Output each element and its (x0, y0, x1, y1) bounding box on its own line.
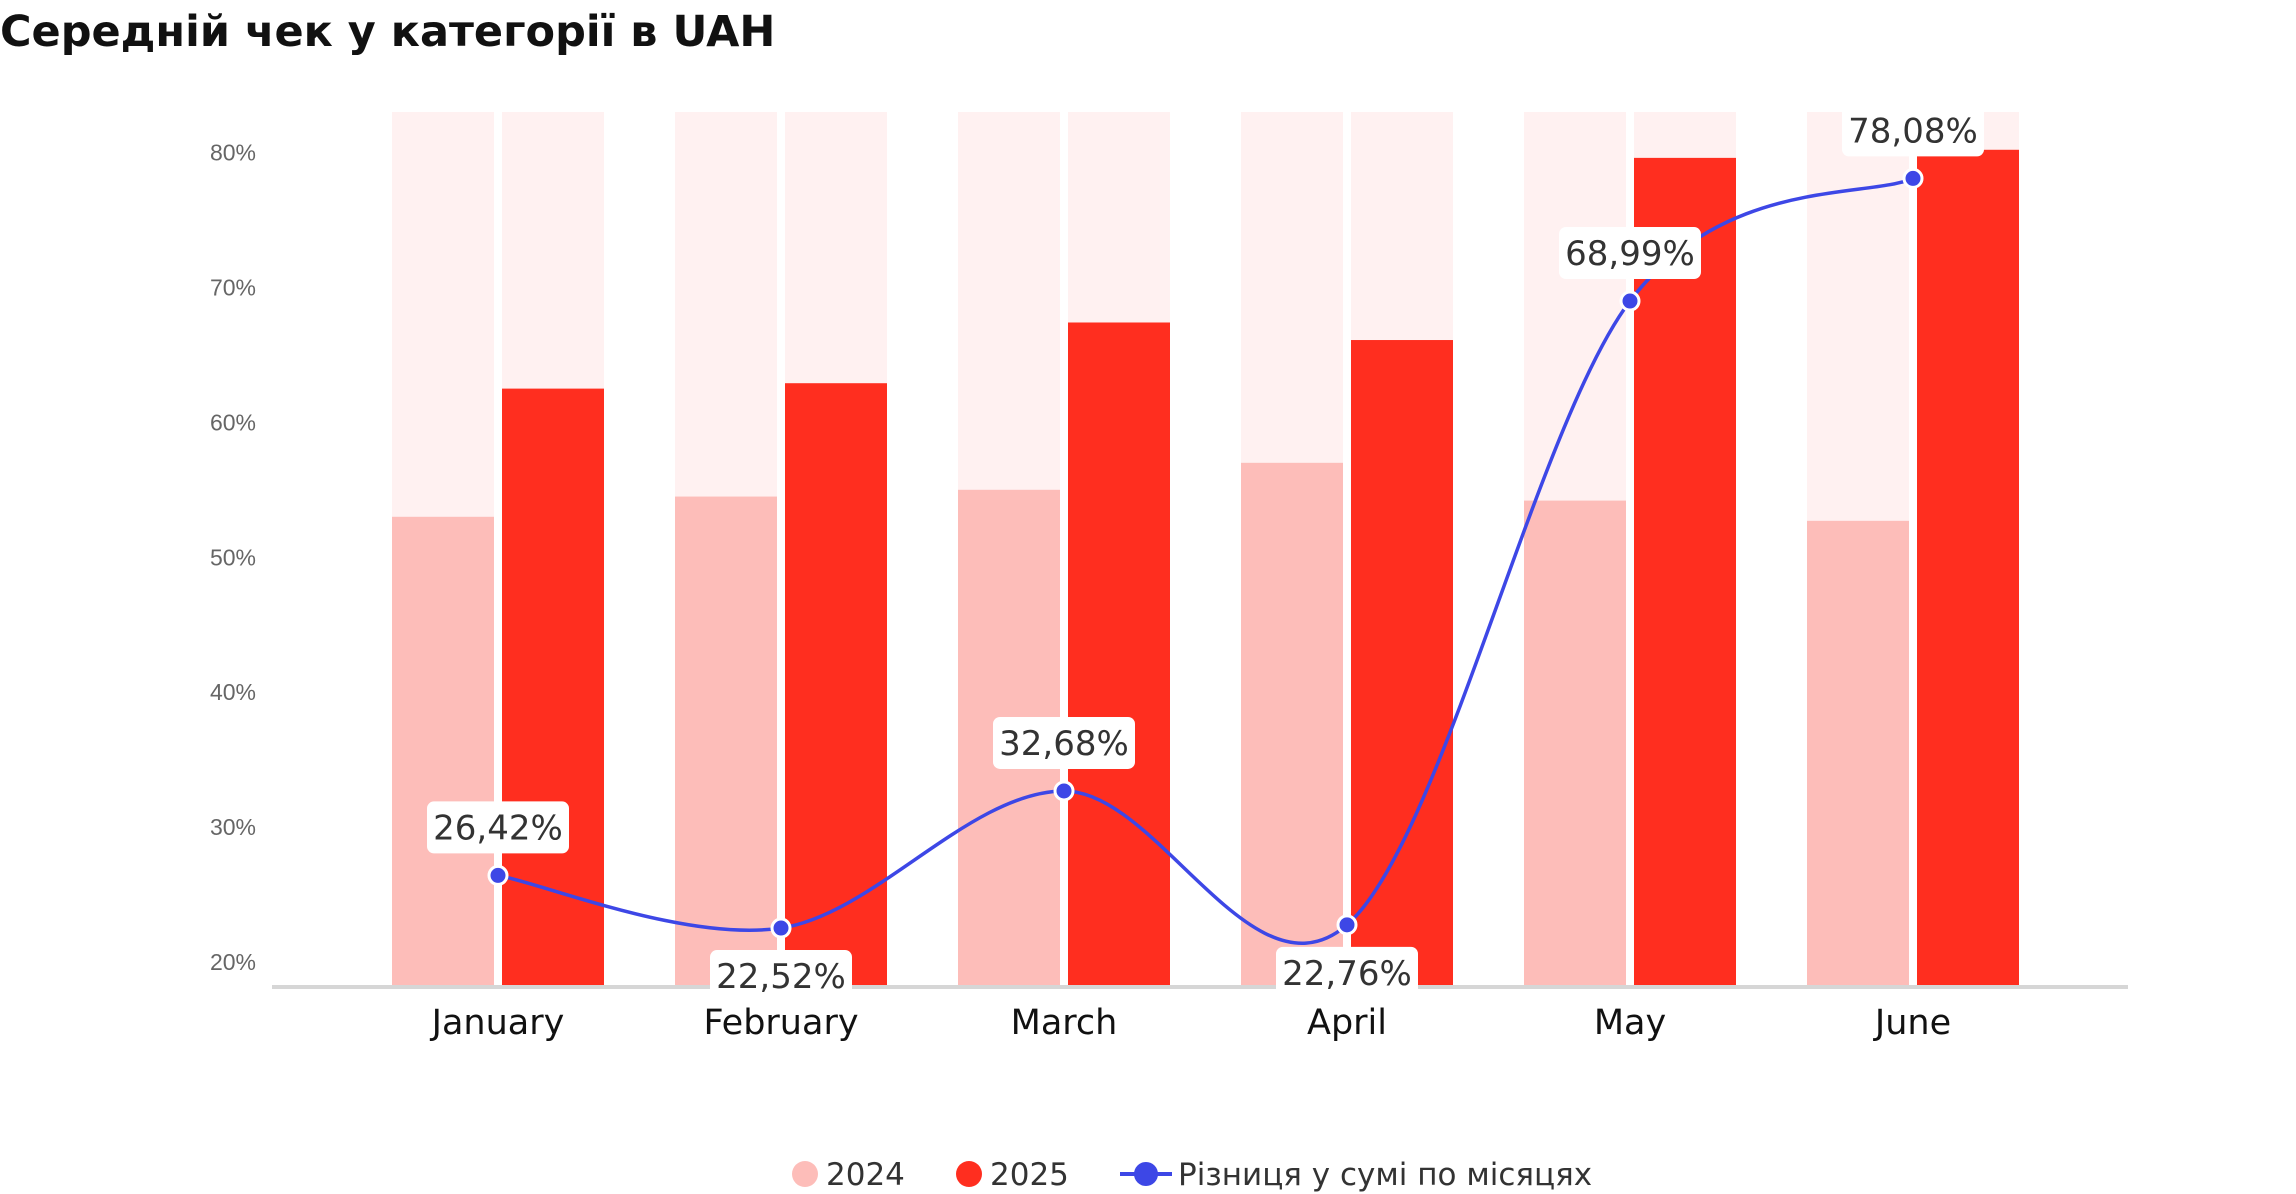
x-tick-label: March (1011, 1003, 1118, 1043)
data-label-layer: 26,42% 22,52% 32,68% 22,76% 68,99% 78,08% (427, 104, 1984, 1003)
legend-label: 2024 (826, 1157, 905, 1193)
y-tick-label: 50% (210, 544, 256, 570)
legend-item: 2024 (792, 1157, 905, 1193)
bar-2025-february (785, 383, 887, 985)
y-tick-label: 60% (210, 409, 256, 435)
bar-background-layer (392, 112, 2019, 985)
legend-swatch (792, 1161, 818, 1187)
x-tick-label: February (703, 1003, 858, 1043)
data-label-box (427, 801, 569, 854)
data-label-text: 22,52% (716, 957, 846, 997)
data-label-text: 32,68% (999, 724, 1129, 764)
difference-point (1902, 167, 1924, 189)
legend-label: 2025 (990, 1157, 1069, 1193)
bar-2025-may (1634, 157, 1736, 986)
y-tick-label: 70% (210, 274, 256, 300)
chart-title: Середній чек у категорії в UAH (0, 7, 775, 57)
bar-2025-january (502, 388, 604, 985)
bar-2024-may (1524, 500, 1626, 985)
data-label-text: 78,08% (1848, 111, 1978, 151)
legend-swatch (956, 1161, 982, 1187)
difference-point (487, 864, 509, 886)
data-label-box (710, 950, 852, 1003)
data-label-box (1559, 227, 1701, 280)
difference-point (770, 917, 792, 939)
x-tick-label: January (430, 1003, 565, 1043)
legend-item: 2025 (956, 1157, 1069, 1193)
y-tick-label: 40% (210, 679, 256, 705)
x-tick-label: April (1307, 1003, 1387, 1043)
data-label-text: 22,76% (1282, 954, 1412, 994)
y-tick-label: 30% (210, 814, 256, 840)
x-axis-ticks: January February March April May June (430, 1003, 1951, 1043)
data-label-box (993, 716, 1135, 769)
bar-layer (392, 149, 2019, 986)
data-label: 22,52% (710, 950, 852, 1003)
y-tick-label: 80% (210, 139, 256, 165)
x-tick-label: June (1873, 1003, 1951, 1043)
legend: 2024 2025 Різниця у сумі по місяцях (792, 1157, 1592, 1193)
data-label-box (1276, 946, 1418, 999)
x-tick-label: May (1594, 1003, 1666, 1043)
bar-2024-april (1241, 462, 1343, 985)
data-label-box (1842, 104, 1984, 157)
data-label: 22,76% (1276, 946, 1418, 999)
data-label: 32,68% (993, 716, 1135, 769)
data-label: 26,42% (427, 801, 569, 854)
difference-point (1053, 780, 1075, 802)
y-tick-label: 20% (210, 949, 256, 975)
legend-point-swatch (1134, 1162, 1158, 1186)
legend-item: Різниця у сумі по місяцях (1120, 1157, 1592, 1193)
data-label-text: 68,99% (1565, 234, 1695, 274)
data-label: 78,08% (1842, 104, 1984, 157)
bar-2024-june (1807, 520, 1909, 985)
bar-2025-april (1351, 340, 1453, 985)
difference-point (1336, 914, 1358, 936)
difference-line-layer (487, 167, 1924, 945)
legend-label: Різниця у сумі по місяцях (1178, 1157, 1592, 1193)
bar-2024-february (675, 496, 777, 985)
bar-2025-june (1917, 149, 2019, 986)
difference-point (1619, 290, 1641, 312)
y-axis-ticks: 20% 30% 40% 50% 60% 70% 80% (210, 139, 256, 975)
bar-2025-march (1068, 322, 1170, 986)
data-label-text: 26,42% (433, 808, 563, 848)
data-label: 68,99% (1559, 227, 1701, 280)
bar-2024-january (392, 516, 494, 985)
